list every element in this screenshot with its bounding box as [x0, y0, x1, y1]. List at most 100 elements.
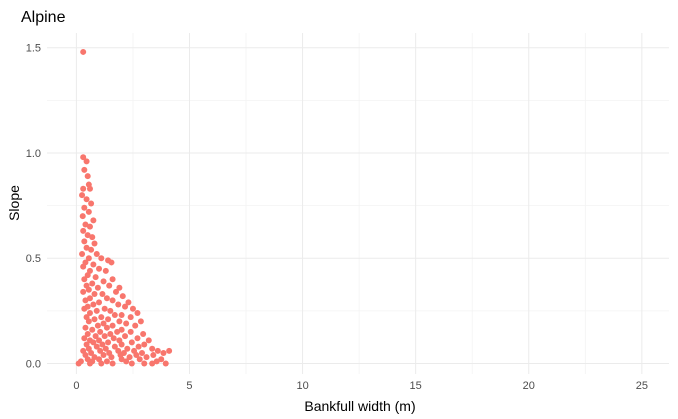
data-point — [83, 196, 90, 203]
y-tick-labels: 0.0 0.5 1.0 1.5 — [26, 43, 41, 371]
data-point — [166, 347, 173, 354]
data-point — [114, 328, 121, 335]
data-point — [107, 307, 114, 314]
data-point — [158, 356, 165, 363]
data-point — [123, 358, 130, 365]
data-point — [96, 299, 103, 306]
data-point — [84, 272, 91, 279]
y-tick-label: 0.0 — [26, 358, 41, 370]
x-tick-label: 25 — [636, 380, 648, 392]
data-point — [81, 276, 88, 283]
data-point — [90, 217, 97, 224]
data-point — [81, 204, 88, 211]
data-point — [90, 301, 97, 308]
data-point — [83, 158, 90, 165]
data-point — [102, 345, 109, 352]
x-tick-label: 5 — [186, 380, 192, 392]
data-point — [111, 343, 118, 350]
data-point — [106, 282, 113, 289]
data-point — [93, 251, 100, 258]
data-point — [80, 154, 87, 161]
data-point — [96, 337, 103, 344]
data-point — [86, 223, 93, 230]
data-point — [103, 358, 110, 365]
data-point — [132, 322, 139, 329]
data-point — [109, 297, 116, 304]
x-tick-label: 0 — [73, 380, 79, 392]
data-point — [98, 255, 105, 262]
data-point — [82, 297, 89, 304]
data-point — [160, 349, 167, 356]
data-point — [83, 244, 90, 251]
data-point — [136, 356, 143, 363]
data-points — [75, 48, 173, 367]
data-point — [92, 333, 99, 340]
data-point — [99, 341, 106, 348]
x-tick-label: 10 — [296, 380, 308, 392]
data-point — [80, 185, 87, 192]
data-point — [119, 293, 126, 300]
data-point — [88, 349, 95, 356]
data-point — [80, 227, 87, 234]
data-point — [90, 339, 97, 346]
data-point — [154, 347, 161, 354]
data-point — [109, 322, 116, 329]
data-point — [118, 326, 125, 333]
data-point — [118, 341, 125, 348]
data-point — [129, 305, 136, 312]
x-axis-title: Bankfull width (m) — [304, 398, 415, 414]
data-point — [127, 328, 134, 335]
data-point — [91, 240, 98, 247]
data-point — [99, 291, 106, 298]
data-point — [94, 284, 101, 291]
data-point — [137, 318, 144, 325]
data-point — [91, 316, 98, 323]
data-point — [140, 331, 147, 338]
data-point — [111, 312, 118, 319]
data-point — [134, 335, 141, 342]
data-point — [107, 331, 114, 338]
y-tick-label: 1.0 — [26, 148, 41, 160]
x-tick-labels: 0 5 10 15 20 25 — [73, 380, 648, 392]
data-point — [96, 265, 103, 272]
data-point — [122, 333, 129, 340]
data-point — [88, 200, 95, 207]
data-point — [125, 299, 132, 306]
data-point — [103, 324, 110, 331]
data-point — [109, 276, 116, 283]
data-point — [89, 280, 96, 287]
data-point — [92, 274, 99, 281]
data-point — [75, 360, 82, 367]
data-point — [93, 343, 100, 350]
chart-title: Alpine — [21, 9, 66, 26]
data-point — [135, 343, 142, 350]
data-point — [116, 318, 123, 325]
data-point — [116, 284, 123, 291]
x-tick-label: 15 — [410, 380, 422, 392]
data-point — [115, 301, 122, 308]
data-point — [84, 173, 91, 180]
data-point — [126, 354, 133, 361]
data-point — [91, 291, 98, 298]
grid — [47, 33, 669, 374]
data-point — [97, 347, 104, 354]
data-point — [105, 316, 112, 323]
data-point — [145, 337, 152, 344]
data-point — [85, 208, 92, 215]
data-point — [149, 345, 156, 352]
data-point — [86, 309, 93, 316]
data-point — [134, 309, 141, 316]
data-point — [89, 234, 96, 241]
data-point — [128, 360, 135, 367]
data-point — [101, 333, 108, 340]
data-point — [108, 354, 115, 361]
data-point — [123, 320, 130, 327]
data-point — [86, 360, 93, 367]
x-tick-label: 20 — [523, 380, 535, 392]
data-point — [82, 221, 89, 228]
data-point — [101, 305, 108, 312]
data-point — [79, 192, 86, 199]
data-point — [89, 326, 96, 333]
data-point — [149, 360, 156, 367]
